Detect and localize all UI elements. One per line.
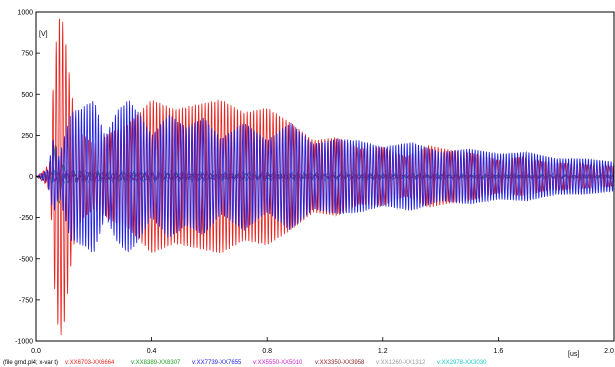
series-line-3	[35, 100, 615, 253]
legend-entry-2: v:XX8389-XX8307	[131, 360, 181, 366]
legend-entry-4: v:XX5550-XX5010	[253, 360, 303, 366]
legend-file-info: (file grnd.pl4; x-var t)	[3, 360, 58, 366]
x-tick-label: 0.4	[147, 348, 157, 355]
legend-entry-5: v:XX3350-XX3958	[315, 360, 365, 366]
y-tick-label: 250	[21, 133, 33, 140]
legend-entry-7: v:XX2978-XX3030	[437, 360, 487, 366]
axes: 1000 750 500 250 0 -250 -500 -750 -1000 0.0 0.4 0.8…	[15, 10, 615, 358]
series-line-2	[35, 144, 615, 204]
y-tick-label: -500	[19, 256, 33, 263]
y-tick-label: -250	[19, 215, 33, 222]
y-tick-label: 0	[29, 174, 33, 181]
x-tick-label: 0.8	[262, 348, 272, 355]
x-tick-label: 1.2	[378, 348, 388, 355]
y-axis-label: [V]	[39, 31, 48, 38]
plot-area	[35, 18, 615, 336]
y-tick-label: 500	[21, 92, 33, 99]
legend-entry-1: v:XX6703-XX6664	[65, 360, 115, 366]
y-tick-label: 1000	[17, 10, 33, 17]
legend-entry-3: v:XX7739-XX7655	[192, 360, 242, 366]
legend: (file grnd.pl4; x-var t) v:XX6703-XX6664 v…	[3, 360, 487, 366]
series-line-7	[35, 169, 615, 184]
y-tick-label: -750	[19, 297, 33, 304]
y-tick-label: 750	[21, 51, 33, 58]
x-axis-label: [us]	[568, 351, 579, 358]
x-tick-label: 2.0	[604, 348, 614, 355]
x-tick-label: 1.6	[494, 348, 504, 355]
y-tick-label: -1000	[15, 339, 33, 346]
legend-entry-6: v:XX1260-XX1312	[376, 360, 426, 366]
x-tick-label: 0.0	[31, 348, 41, 355]
series-line-1	[35, 18, 615, 336]
